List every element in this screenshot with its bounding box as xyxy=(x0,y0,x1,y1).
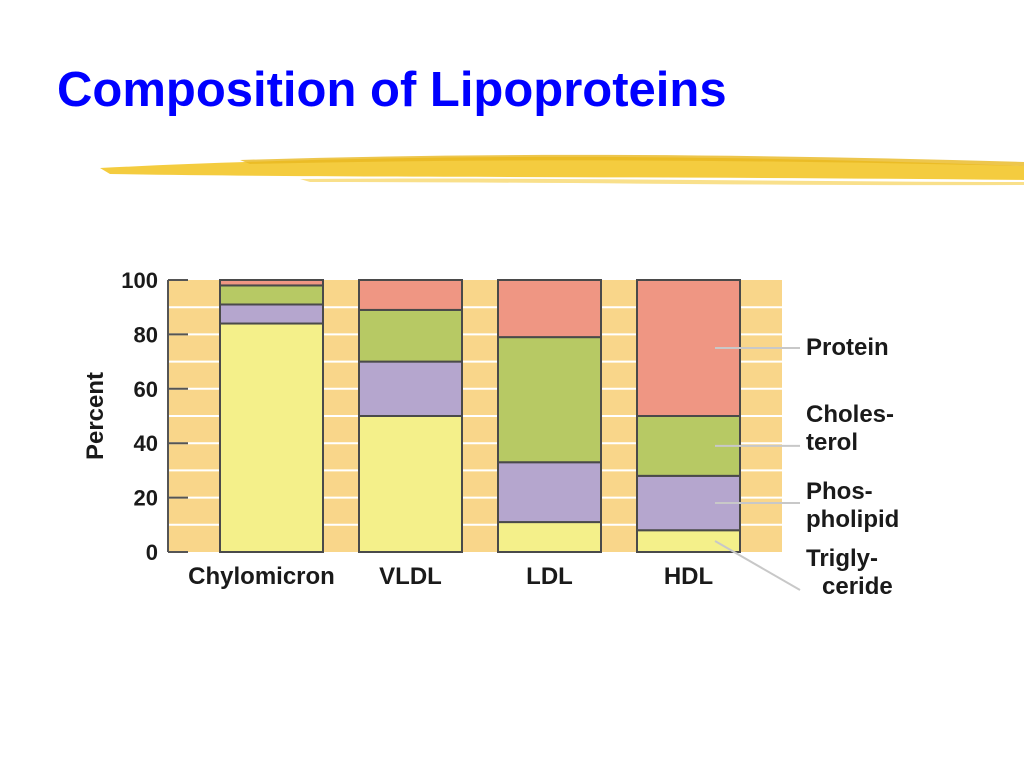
legend-label-triglyceride: Trigly- xyxy=(806,545,878,572)
bar-segment-triglyceride xyxy=(219,322,324,553)
axis-layer: Chylomicron VLDL LDL HDL 0 20 40 60 80 100 Percent xyxy=(82,268,713,590)
underline-stroke-main xyxy=(100,156,1024,180)
y-tick-label: 60 xyxy=(134,377,158,402)
bar-segment-phospholipid xyxy=(358,360,463,418)
bar-segment-triglyceride xyxy=(358,415,463,553)
legend-label-phospholipid: pholipid xyxy=(806,506,899,533)
bar-segment-cholesterol xyxy=(497,336,602,464)
legend-label-cholesterol: terol xyxy=(806,429,858,456)
y-tick-label: 80 xyxy=(134,322,158,347)
bar-segment-phospholipid xyxy=(497,461,602,524)
y-tick-label: 40 xyxy=(134,431,158,456)
legend-layer: Trigly-ceride Phos-pholipid Choles-terol Pr… xyxy=(714,334,899,600)
underline-stroke-streak xyxy=(240,154,1024,166)
legend-label-protein: Protein xyxy=(806,334,889,361)
y-tick-label: 100 xyxy=(121,268,158,293)
slide-title: Composition of Lipoproteins xyxy=(57,63,727,117)
underline-stroke-streak xyxy=(300,178,1024,186)
y-tick-label: 20 xyxy=(134,486,158,511)
x-tick-label: Chylomicron xyxy=(188,563,335,590)
bar-segment-protein xyxy=(219,279,324,287)
bar-segment-cholesterol xyxy=(358,308,463,363)
legend-label-phospholipid: Phos- xyxy=(806,478,873,505)
bar-segment-triglyceride xyxy=(497,521,602,554)
legend-leader-line xyxy=(714,540,801,591)
bar-segment-protein xyxy=(497,279,602,339)
bar-segment-protein xyxy=(358,279,463,311)
bar-segment-cholesterol xyxy=(219,284,324,306)
y-tick-label: 0 xyxy=(146,540,158,565)
bar-segment-triglyceride xyxy=(636,529,741,553)
bar-segment-phospholipid xyxy=(219,303,324,325)
legend-label-cholesterol: Choles- xyxy=(806,401,894,428)
title-underline-brushstroke xyxy=(100,154,1024,186)
x-tick-label: HDL xyxy=(664,563,713,590)
bars-layer xyxy=(219,279,741,554)
legend-label-triglyceride: ceride xyxy=(822,573,893,600)
y-axis-label: Percent xyxy=(82,372,109,460)
x-tick-label: LDL xyxy=(526,563,573,590)
x-tick-label: VLDL xyxy=(379,563,442,590)
